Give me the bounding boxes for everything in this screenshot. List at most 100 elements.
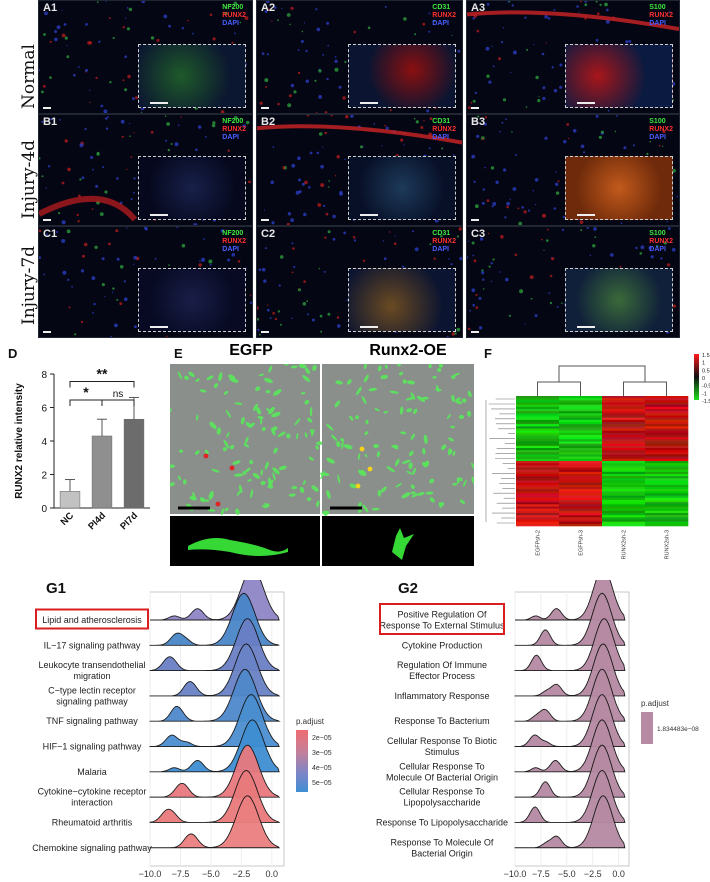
y-tick-label: 0 xyxy=(41,504,47,515)
marker-label: RUNX2 xyxy=(649,12,673,19)
scale-bar xyxy=(43,107,51,109)
ridge-plot-kegg: −10.0 −7.5 −5.0 −2.5 0.0 Lipid and atheroscle… xyxy=(32,580,332,879)
zoom-inset xyxy=(348,156,456,220)
marker-label: S100 xyxy=(649,118,666,125)
inset-scale-bar xyxy=(360,102,378,104)
inset-scale-bar xyxy=(150,326,168,328)
col-dendrogram xyxy=(558,365,646,382)
if-tile-a3: A3 S100 RUNX2 DAPI xyxy=(466,0,680,114)
ridge-label: IL−17 signaling pathway xyxy=(44,640,141,650)
inset-scale-bar xyxy=(150,102,168,104)
scale-tick-label: 1 xyxy=(702,361,705,367)
sample-label: EGFPsh-2 xyxy=(536,530,542,556)
marker-dot xyxy=(215,501,221,507)
marker-label: RUNX2 xyxy=(222,126,246,133)
ridge-label: Positive Regulation Of Response To Extern… xyxy=(380,610,505,631)
tile-tag: C1 xyxy=(43,228,58,240)
scale-bar xyxy=(261,331,269,333)
scale-bar xyxy=(261,107,269,109)
scale-bar xyxy=(261,219,269,221)
tile-tag: B1 xyxy=(43,116,58,128)
zoom-inset xyxy=(348,44,456,108)
ridge-label: Cellular Response To Biotic Stimulus xyxy=(387,736,497,757)
panel-letter-d: D xyxy=(8,346,18,361)
scale-bar xyxy=(43,331,51,333)
sample-label: RUNX2sh-2 xyxy=(622,530,628,559)
scale-tick-label: 0.5 xyxy=(702,368,710,374)
egfp-cell-shape xyxy=(188,538,288,556)
if-tile-c2: C2 CD31 RUNX2 DAPI xyxy=(256,226,463,338)
marker-label: RUNX2 xyxy=(432,238,456,245)
col-dendrogram xyxy=(623,381,667,396)
scale-tick-label: -1.5 xyxy=(702,399,710,405)
highlight-box xyxy=(379,603,505,635)
marker-label: NF200 xyxy=(222,4,244,11)
panel-letter-g1: G1 xyxy=(46,580,67,597)
marker-label: DAPI xyxy=(432,20,449,27)
zoom-inset xyxy=(348,268,456,332)
ridge-label: Cellular Response To Lipopolysaccharide xyxy=(399,787,484,808)
bar-chart-runx2: 0 2 4 6 8 RUNX2 relative intensity NC PI4d PI7d *… xyxy=(14,366,150,532)
if-tile-b3: B3 S100 RUNX2 DAPI xyxy=(466,114,680,226)
zoom-inset xyxy=(138,156,246,220)
y-tick-label: 6 xyxy=(41,404,47,415)
x-tick-label: PI7d xyxy=(118,510,140,532)
zoom-inset xyxy=(138,44,246,108)
color-scale xyxy=(694,354,699,400)
ridge-label: Cytokine−cytokine receptor interaction xyxy=(38,787,147,808)
ridge-label: Malaria xyxy=(77,767,107,777)
marker-legend: NF200 RUNX2 DAPI xyxy=(222,118,246,142)
scale-tick-label: 1.5 xyxy=(702,353,710,359)
marker-legend: CD31 RUNX2 DAPI xyxy=(432,4,456,28)
marker-label: RUNX2 xyxy=(649,126,673,133)
if-tile-c1: C1 NF200 RUNX2 DAPI xyxy=(38,226,253,338)
marker-legend: CD31 RUNX2 DAPI xyxy=(432,118,456,142)
scale-tick-label: -0.5 xyxy=(702,384,710,390)
scale-bar xyxy=(43,219,51,221)
marker-legend: S100 RUNX2 DAPI xyxy=(649,118,673,142)
tile-tag: B3 xyxy=(471,116,486,128)
bar-pi7d xyxy=(123,418,145,509)
ridge-10 xyxy=(149,795,281,849)
legend-tick-label: 1.834483e−08 xyxy=(657,726,699,733)
legend-tick-label: 5e−05 xyxy=(312,780,332,787)
marker-dot xyxy=(367,466,373,472)
if-tile-a2: A2 CD31 RUNX2 DAPI xyxy=(256,0,463,114)
legend-title: p.adjust xyxy=(641,699,670,708)
if-tile-b1: B1 NF200 RUNX2 DAPI xyxy=(38,114,253,226)
zoom-inset xyxy=(138,268,246,332)
marker-label: DAPI xyxy=(649,20,666,27)
tile-tag: C3 xyxy=(471,228,486,240)
x-tick-label: −7.5 xyxy=(172,869,190,879)
marker-dot xyxy=(229,465,235,471)
marker-legend: S100 RUNX2 DAPI xyxy=(649,230,673,254)
significance-label: ns xyxy=(113,389,124,400)
ridge-label: Response To Lipopolysaccharide xyxy=(376,817,508,827)
row-label-injury-7d: Injury-7d xyxy=(19,245,39,325)
zoom-inset xyxy=(565,268,673,332)
scale-bar xyxy=(471,331,479,333)
significance-bracket xyxy=(69,399,103,406)
x-tick-label: −2.5 xyxy=(584,869,602,879)
tile-tag: A3 xyxy=(471,2,486,14)
significance-label: * xyxy=(83,384,89,400)
panel-e-right-title: Runx2-OE xyxy=(369,342,447,359)
ridge-plot-go: −10.0 −7.5 −5.0 −2.5 0.0 Positive Regulation … xyxy=(376,580,699,879)
inset-scale-bar xyxy=(577,326,595,328)
ridge-label: Response To Bacterium xyxy=(394,716,489,726)
egfp-single-cell xyxy=(170,516,320,566)
ridge-label: Regulation Of Immune Effector Process xyxy=(397,660,487,681)
bar-pi4d xyxy=(91,435,113,509)
marker-label: DAPI xyxy=(649,246,666,253)
y-axis-label: RUNX2 relative intensity xyxy=(14,383,25,499)
marker-label: RUNX2 xyxy=(432,126,456,133)
if-tile-a1: A1 NF200 RUNX2 DAPI xyxy=(38,0,253,114)
marker-label: DAPI xyxy=(432,134,449,141)
marker-label: DAPI xyxy=(432,246,449,253)
col-dendrogram xyxy=(537,381,581,396)
legend-colorbar xyxy=(296,730,308,792)
significance-bracket xyxy=(101,399,135,406)
scale-bar xyxy=(471,107,479,109)
marker-dot xyxy=(203,453,209,459)
row-label-injury-4d: Injury-4d xyxy=(19,139,39,219)
